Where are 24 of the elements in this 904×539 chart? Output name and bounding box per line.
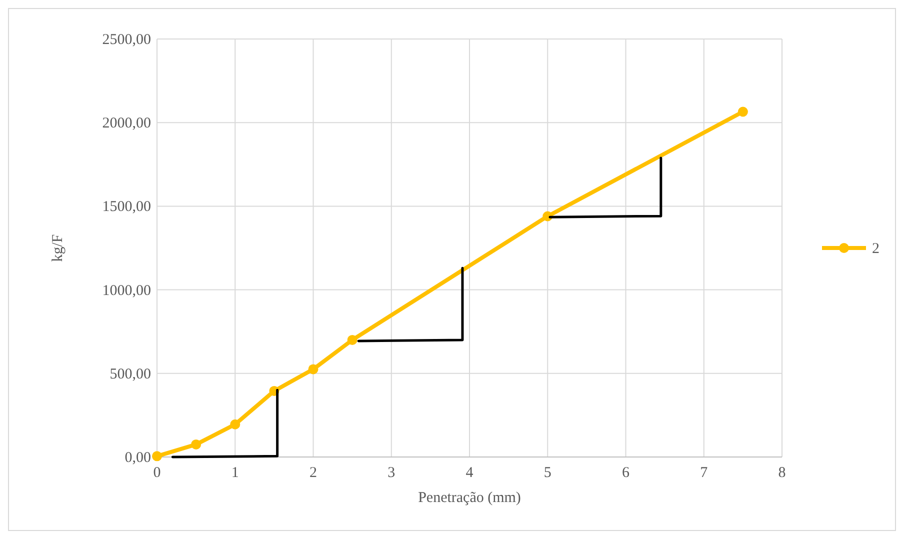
x-tick-label: 5 bbox=[544, 465, 552, 481]
x-tick-label: 1 bbox=[231, 465, 239, 481]
x-tick-label: 8 bbox=[778, 465, 786, 481]
point bbox=[738, 106, 748, 117]
point bbox=[230, 419, 240, 430]
point bbox=[308, 364, 318, 374]
y-tick-label: 1500,00 bbox=[102, 199, 151, 216]
point bbox=[191, 439, 202, 450]
y-tick-label: 500,00 bbox=[110, 366, 151, 382]
y-tick-label: 1000,00 bbox=[102, 282, 151, 299]
x-tick-label: 6 bbox=[622, 465, 630, 481]
x-tick-label: 3 bbox=[388, 465, 396, 481]
x-axis-title: Penetração (mm) bbox=[418, 490, 521, 506]
x-tick-label: 2 bbox=[310, 465, 317, 481]
x-tick-label: 7 bbox=[700, 465, 708, 481]
legend-label: 2 bbox=[872, 241, 880, 257]
y-tick-label: 2500,00 bbox=[102, 32, 151, 48]
y-tick-label: 2000,00 bbox=[102, 116, 151, 132]
point bbox=[152, 451, 162, 462]
x-tick-label: 4 bbox=[466, 465, 474, 481]
y-tick-label: 0,00 bbox=[124, 450, 151, 466]
point bbox=[347, 334, 358, 345]
x-tick-label: 0 bbox=[153, 465, 161, 481]
y-axis-title: kg/F bbox=[50, 234, 66, 262]
